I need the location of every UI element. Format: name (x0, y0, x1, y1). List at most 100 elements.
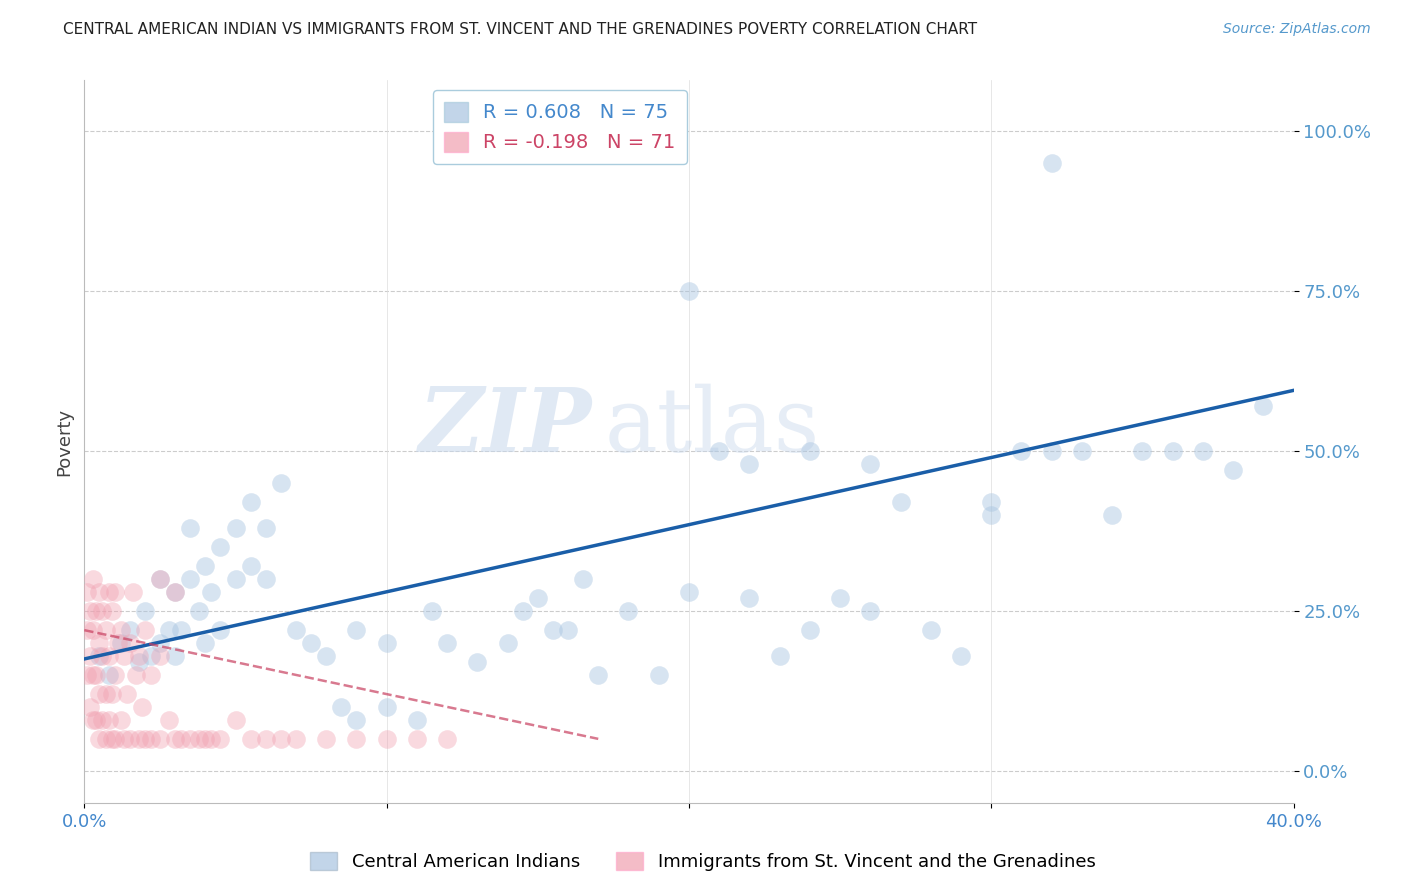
Point (188, 604, 211, 618)
Point (118, 623, 141, 637)
Point (112, 648, 135, 663)
Point (149, 636, 172, 650)
Point (104, 584, 127, 599)
Point (104, 731, 127, 746)
Point (107, 636, 129, 650)
Point (79, 604, 101, 618)
Point (346, 623, 368, 637)
Point (254, 731, 277, 746)
Point (315, 648, 337, 663)
Point (346, 731, 368, 746)
Point (82, 668, 104, 682)
Point (139, 648, 162, 663)
Point (104, 668, 127, 682)
Point (285, 731, 308, 746)
Point (270, 731, 292, 746)
Point (527, 591, 550, 606)
Point (76, 668, 98, 682)
Point (239, 731, 262, 746)
Point (97, 668, 120, 682)
Point (1040, 156, 1063, 170)
Point (128, 655, 150, 669)
Point (1071, 444, 1094, 458)
Point (799, 623, 821, 637)
Point (209, 540, 232, 554)
Point (375, 731, 398, 746)
Point (89, 648, 111, 663)
Point (149, 572, 172, 586)
Point (315, 731, 337, 746)
Point (890, 495, 912, 509)
Point (157, 713, 180, 727)
Point (179, 521, 201, 535)
Point (115, 687, 138, 701)
Point (375, 636, 398, 650)
Point (121, 584, 143, 599)
Point (149, 648, 172, 663)
Point (94, 731, 117, 746)
Point (678, 584, 700, 599)
Legend: R = 0.608   N = 75, R = -0.198   N = 71: R = 0.608 N = 75, R = -0.198 N = 71 (433, 90, 688, 164)
Point (149, 572, 172, 586)
Point (200, 584, 222, 599)
Point (406, 713, 429, 727)
Point (110, 623, 132, 637)
Text: Source: ZipAtlas.com: Source: ZipAtlas.com (1223, 22, 1371, 37)
Point (79, 699, 101, 714)
Point (125, 668, 148, 682)
Point (194, 731, 217, 746)
Point (420, 604, 443, 618)
Point (134, 604, 156, 618)
Point (1101, 508, 1123, 522)
Point (100, 687, 122, 701)
Point (100, 604, 122, 618)
Point (950, 648, 973, 663)
Point (131, 699, 153, 714)
Point (209, 731, 232, 746)
Point (648, 668, 671, 682)
Point (149, 731, 172, 746)
Point (134, 623, 156, 637)
Text: atlas: atlas (605, 384, 820, 471)
Point (225, 713, 247, 727)
Point (94, 623, 117, 637)
Point (617, 604, 640, 618)
Y-axis label: Poverty: Poverty (55, 408, 73, 475)
Point (225, 521, 247, 535)
Point (557, 623, 579, 637)
Point (165, 648, 187, 663)
Point (97, 713, 120, 727)
Legend: Central American Indians, Immigrants from St. Vincent and the Grenadines: Central American Indians, Immigrants fro… (304, 845, 1102, 879)
Point (188, 731, 211, 746)
Text: ZIP: ZIP (419, 384, 592, 470)
Point (165, 584, 187, 599)
Point (436, 731, 458, 746)
Point (134, 731, 156, 746)
Point (239, 495, 262, 509)
Point (165, 731, 187, 746)
Point (91, 648, 114, 663)
Point (97, 584, 120, 599)
Point (769, 648, 792, 663)
Point (86, 604, 108, 618)
Point (572, 572, 595, 586)
Point (112, 731, 135, 746)
Point (980, 495, 1002, 509)
Point (110, 636, 132, 650)
Point (128, 731, 150, 746)
Point (110, 713, 132, 727)
Point (436, 636, 458, 650)
Point (1040, 444, 1063, 458)
Point (94, 687, 117, 701)
Point (194, 636, 217, 650)
Point (82, 713, 104, 727)
Point (270, 476, 292, 491)
Point (200, 731, 222, 746)
Point (1192, 444, 1215, 458)
Point (170, 623, 193, 637)
Point (1253, 400, 1275, 414)
Point (799, 444, 821, 458)
Point (194, 559, 217, 574)
Point (541, 623, 564, 637)
Point (738, 591, 761, 606)
